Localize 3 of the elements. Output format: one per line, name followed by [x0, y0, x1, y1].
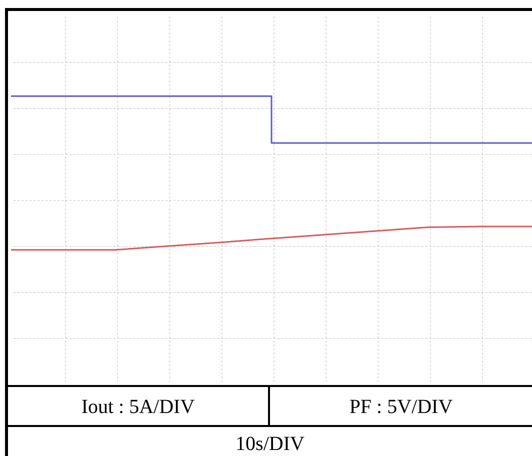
text: Iout : 5A/DIV [8, 387, 270, 427]
text: PF : 5V/DIV [348, 395, 454, 420]
text: 10s/DIV [8, 427, 532, 456]
